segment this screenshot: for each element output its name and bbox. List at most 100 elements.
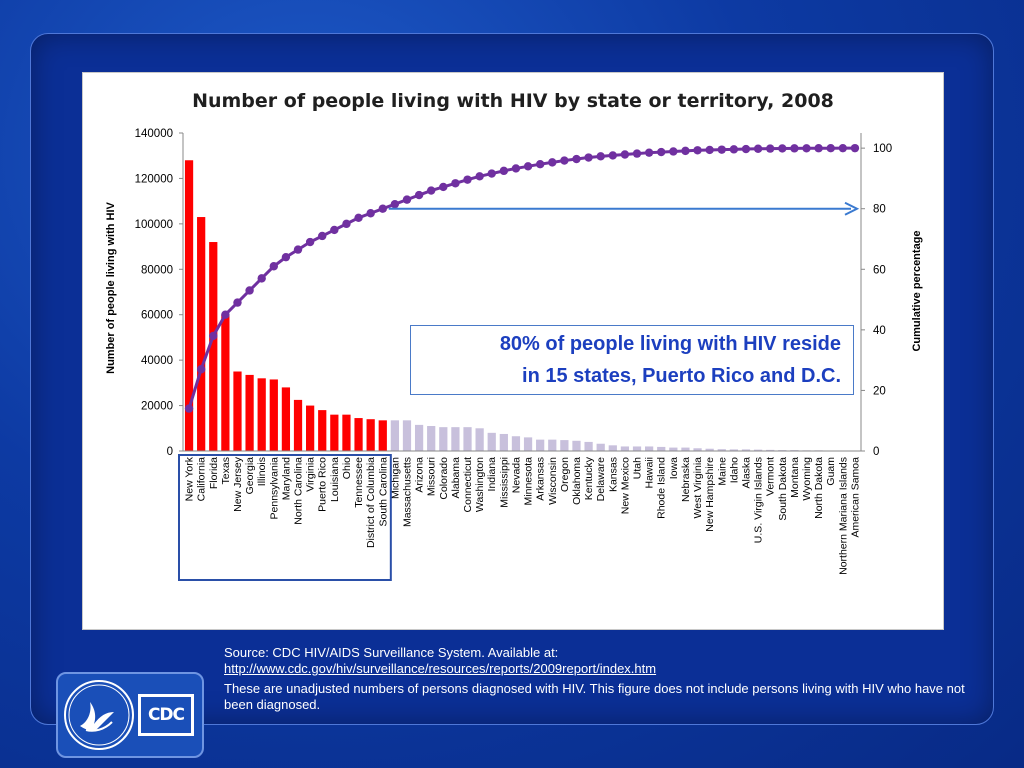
x-tick-label: South Carolina [377, 457, 389, 527]
bar-west-virginia [693, 448, 702, 451]
bar-colorado [439, 427, 448, 451]
bar-texas [221, 314, 230, 451]
cumulative-point [717, 145, 726, 154]
cumulative-point [196, 365, 206, 374]
cumulative-point [560, 156, 569, 165]
arrow-head [844, 201, 860, 216]
y2-tick-label: 60 [873, 264, 886, 276]
x-tick-label: Idaho [728, 457, 740, 483]
source-link[interactable]: http://www.cdc.gov/hiv/surveillance/reso… [224, 661, 657, 676]
x-tick-label: U.S. Virgin Islands [753, 457, 765, 543]
bar-district-of-columbia [366, 419, 375, 451]
source-note: Source: CDC HIV/AIDS Surveillance System… [224, 645, 984, 713]
x-tick-label: West Virginia [692, 457, 704, 519]
x-tick-label: Maine [716, 457, 728, 486]
x-tick-label: Kansas [607, 457, 619, 492]
bar-new-york [184, 160, 194, 451]
cumulative-point [499, 166, 509, 176]
x-tick-label: Northern Mariana Islands [837, 457, 849, 575]
bar-idaho [729, 449, 738, 451]
cumulative-point [487, 169, 496, 178]
y-tick-label: 60000 [141, 310, 173, 322]
annotation-line-2: in 15 states, Puerto Rico and D.C. [522, 365, 841, 387]
cumulative-point [378, 204, 387, 213]
bar-florida [209, 242, 218, 451]
x-tick-label: Missouri [426, 457, 438, 496]
cumulative-point [342, 219, 351, 229]
x-tick-label: Kentucky [583, 456, 595, 500]
bar-utah [632, 446, 642, 451]
bar-nevada [511, 436, 521, 451]
bar-new-hampshire [705, 448, 714, 451]
x-tick-label: Ohio [341, 457, 353, 479]
x-tick-label: Georgia [244, 457, 256, 495]
cumulative-point [463, 175, 472, 184]
x-tick-label: New Hampshire [704, 457, 716, 532]
disclaimer-text: These are unadjusted numbers of persons … [224, 681, 965, 712]
x-tick-label: Arkansas [535, 457, 547, 501]
x-tick-label: Vermont [765, 457, 777, 496]
x-tick-label: Texas [220, 457, 232, 484]
bar-rhode-island [657, 446, 666, 451]
x-tick-label: Oklahoma [571, 457, 583, 505]
cumulative-point [814, 144, 823, 153]
x-tick-label: Washington [474, 457, 486, 512]
x-tick-label: Utah [632, 457, 644, 479]
x-tick-label: Montana [789, 457, 801, 498]
x-tick-label: Guam [825, 457, 837, 486]
y2-tick-label: 80 [873, 204, 886, 216]
bar-u-s-virgin-islands [753, 449, 763, 451]
x-tick-label: Minnesota [523, 457, 535, 506]
cumulative-point [281, 252, 291, 262]
y-tick-label: 20000 [141, 401, 173, 413]
cumulative-point [523, 162, 533, 171]
cumulative-point [620, 150, 630, 159]
annotation-line-1: 80% of people living with HIV reside [499, 333, 841, 355]
hhs-eagle-icon [68, 684, 130, 746]
bar-south-carolina [378, 420, 387, 451]
cumulative-point [632, 149, 642, 158]
y-tick-label: 0 [167, 446, 173, 458]
cumulative-point [439, 182, 448, 192]
cumulative-point [802, 144, 811, 153]
x-tick-label: Nevada [510, 457, 522, 493]
chart-card: Number of people living with HIV by stat… [82, 72, 944, 630]
y2-axis-title: Cumulative percentage [911, 230, 923, 351]
bar-kentucky [584, 441, 593, 451]
cumulative-point [693, 146, 702, 155]
x-tick-label: Illinois [256, 457, 268, 486]
y-tick-label: 80000 [141, 264, 173, 276]
cumulative-point [414, 190, 424, 200]
cumulative-point [269, 262, 279, 271]
bar-north-carolina [293, 399, 303, 451]
bar-oklahoma [572, 440, 581, 451]
cumulative-point [669, 147, 678, 156]
cumulative-point [548, 158, 557, 167]
cumulative-point [741, 144, 751, 154]
bar-washington [475, 428, 484, 451]
bar-alabama [451, 427, 460, 451]
bar-louisiana [330, 414, 339, 451]
cumulative-point [293, 245, 303, 254]
x-tick-label: Virginia [305, 457, 317, 492]
cumulative-point [426, 186, 436, 195]
bar-vermont [766, 449, 775, 451]
cumulative-point [572, 154, 581, 164]
x-tick-label: Alabama [450, 457, 462, 499]
cumulative-point [451, 179, 460, 188]
y-tick-label: 140000 [135, 128, 173, 140]
y2-tick-label: 20 [873, 385, 886, 397]
x-tick-label: Florida [208, 457, 220, 489]
cumulative-point [790, 144, 799, 153]
cumulative-point [644, 148, 654, 157]
x-tick-label: New Jersey [232, 456, 244, 512]
hhs-seal-logo [64, 680, 134, 750]
chart-title: Number of people living with HIV by stat… [192, 90, 834, 112]
bar-kansas [608, 445, 617, 451]
x-tick-label: North Dakota [813, 457, 825, 519]
bar-minnesota [523, 437, 533, 451]
bar-california [197, 217, 206, 451]
cumulative-point [838, 143, 848, 153]
bar-nebraska [681, 447, 690, 451]
cumulative-point [390, 199, 400, 209]
